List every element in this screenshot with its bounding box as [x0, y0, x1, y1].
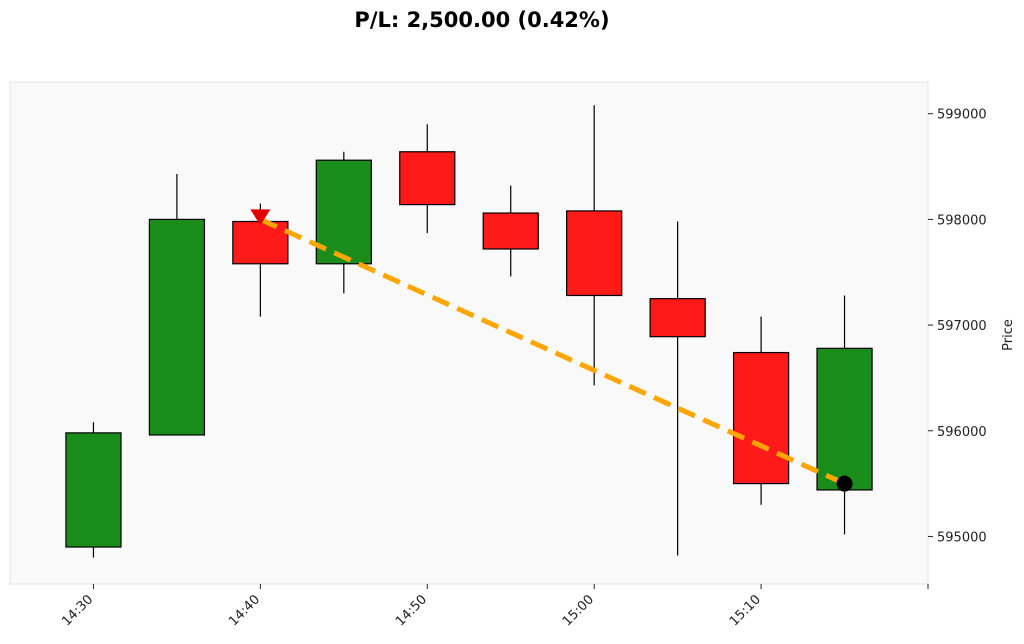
candle-body-down — [732, 351, 790, 485]
trade-layer — [250, 209, 853, 492]
candles-layer — [65, 105, 873, 558]
y-tick-label: 596000 — [937, 425, 987, 440]
candle — [148, 173, 206, 436]
x-tick-label: 14:50 — [393, 592, 430, 629]
candle-body-down — [566, 210, 623, 297]
x-tick-label: 15:10 — [727, 592, 764, 629]
y-tick-label: 595000 — [937, 530, 987, 545]
candle — [649, 221, 706, 556]
x-tick-label: 15:00 — [560, 592, 597, 629]
candle — [399, 124, 456, 234]
x-tick-label: 14:30 — [59, 592, 96, 629]
x-axis: 14:30 14:40 14:50 15:00 15:10 — [59, 584, 929, 629]
y-tick-label: 598000 — [937, 213, 987, 228]
candle-body-down — [649, 298, 706, 338]
candle-body-up — [148, 218, 206, 436]
candle-body-up — [816, 347, 873, 491]
candle — [232, 203, 289, 317]
y-tick-label: 599000 — [937, 108, 987, 123]
candle-body-down — [482, 212, 539, 250]
y-axis-label: Price — [1001, 319, 1016, 351]
candle-body-up — [65, 432, 122, 548]
plot-area — [9, 81, 929, 585]
candle — [816, 295, 873, 535]
candle — [566, 105, 623, 386]
candle-body-down — [232, 220, 289, 265]
candle-body-down — [399, 151, 456, 206]
y-axis: 595000 596000 597000 598000 599000 — [928, 108, 987, 545]
exit-marker — [836, 475, 853, 492]
x-tick-label: 14:40 — [226, 592, 263, 629]
candle — [482, 185, 539, 277]
entry-marker — [250, 209, 271, 226]
candle — [732, 316, 790, 505]
chart-title: P/L: 2,500.00 (0.42%) — [354, 8, 609, 32]
candle — [65, 422, 122, 558]
y-tick-label: 597000 — [937, 319, 987, 334]
